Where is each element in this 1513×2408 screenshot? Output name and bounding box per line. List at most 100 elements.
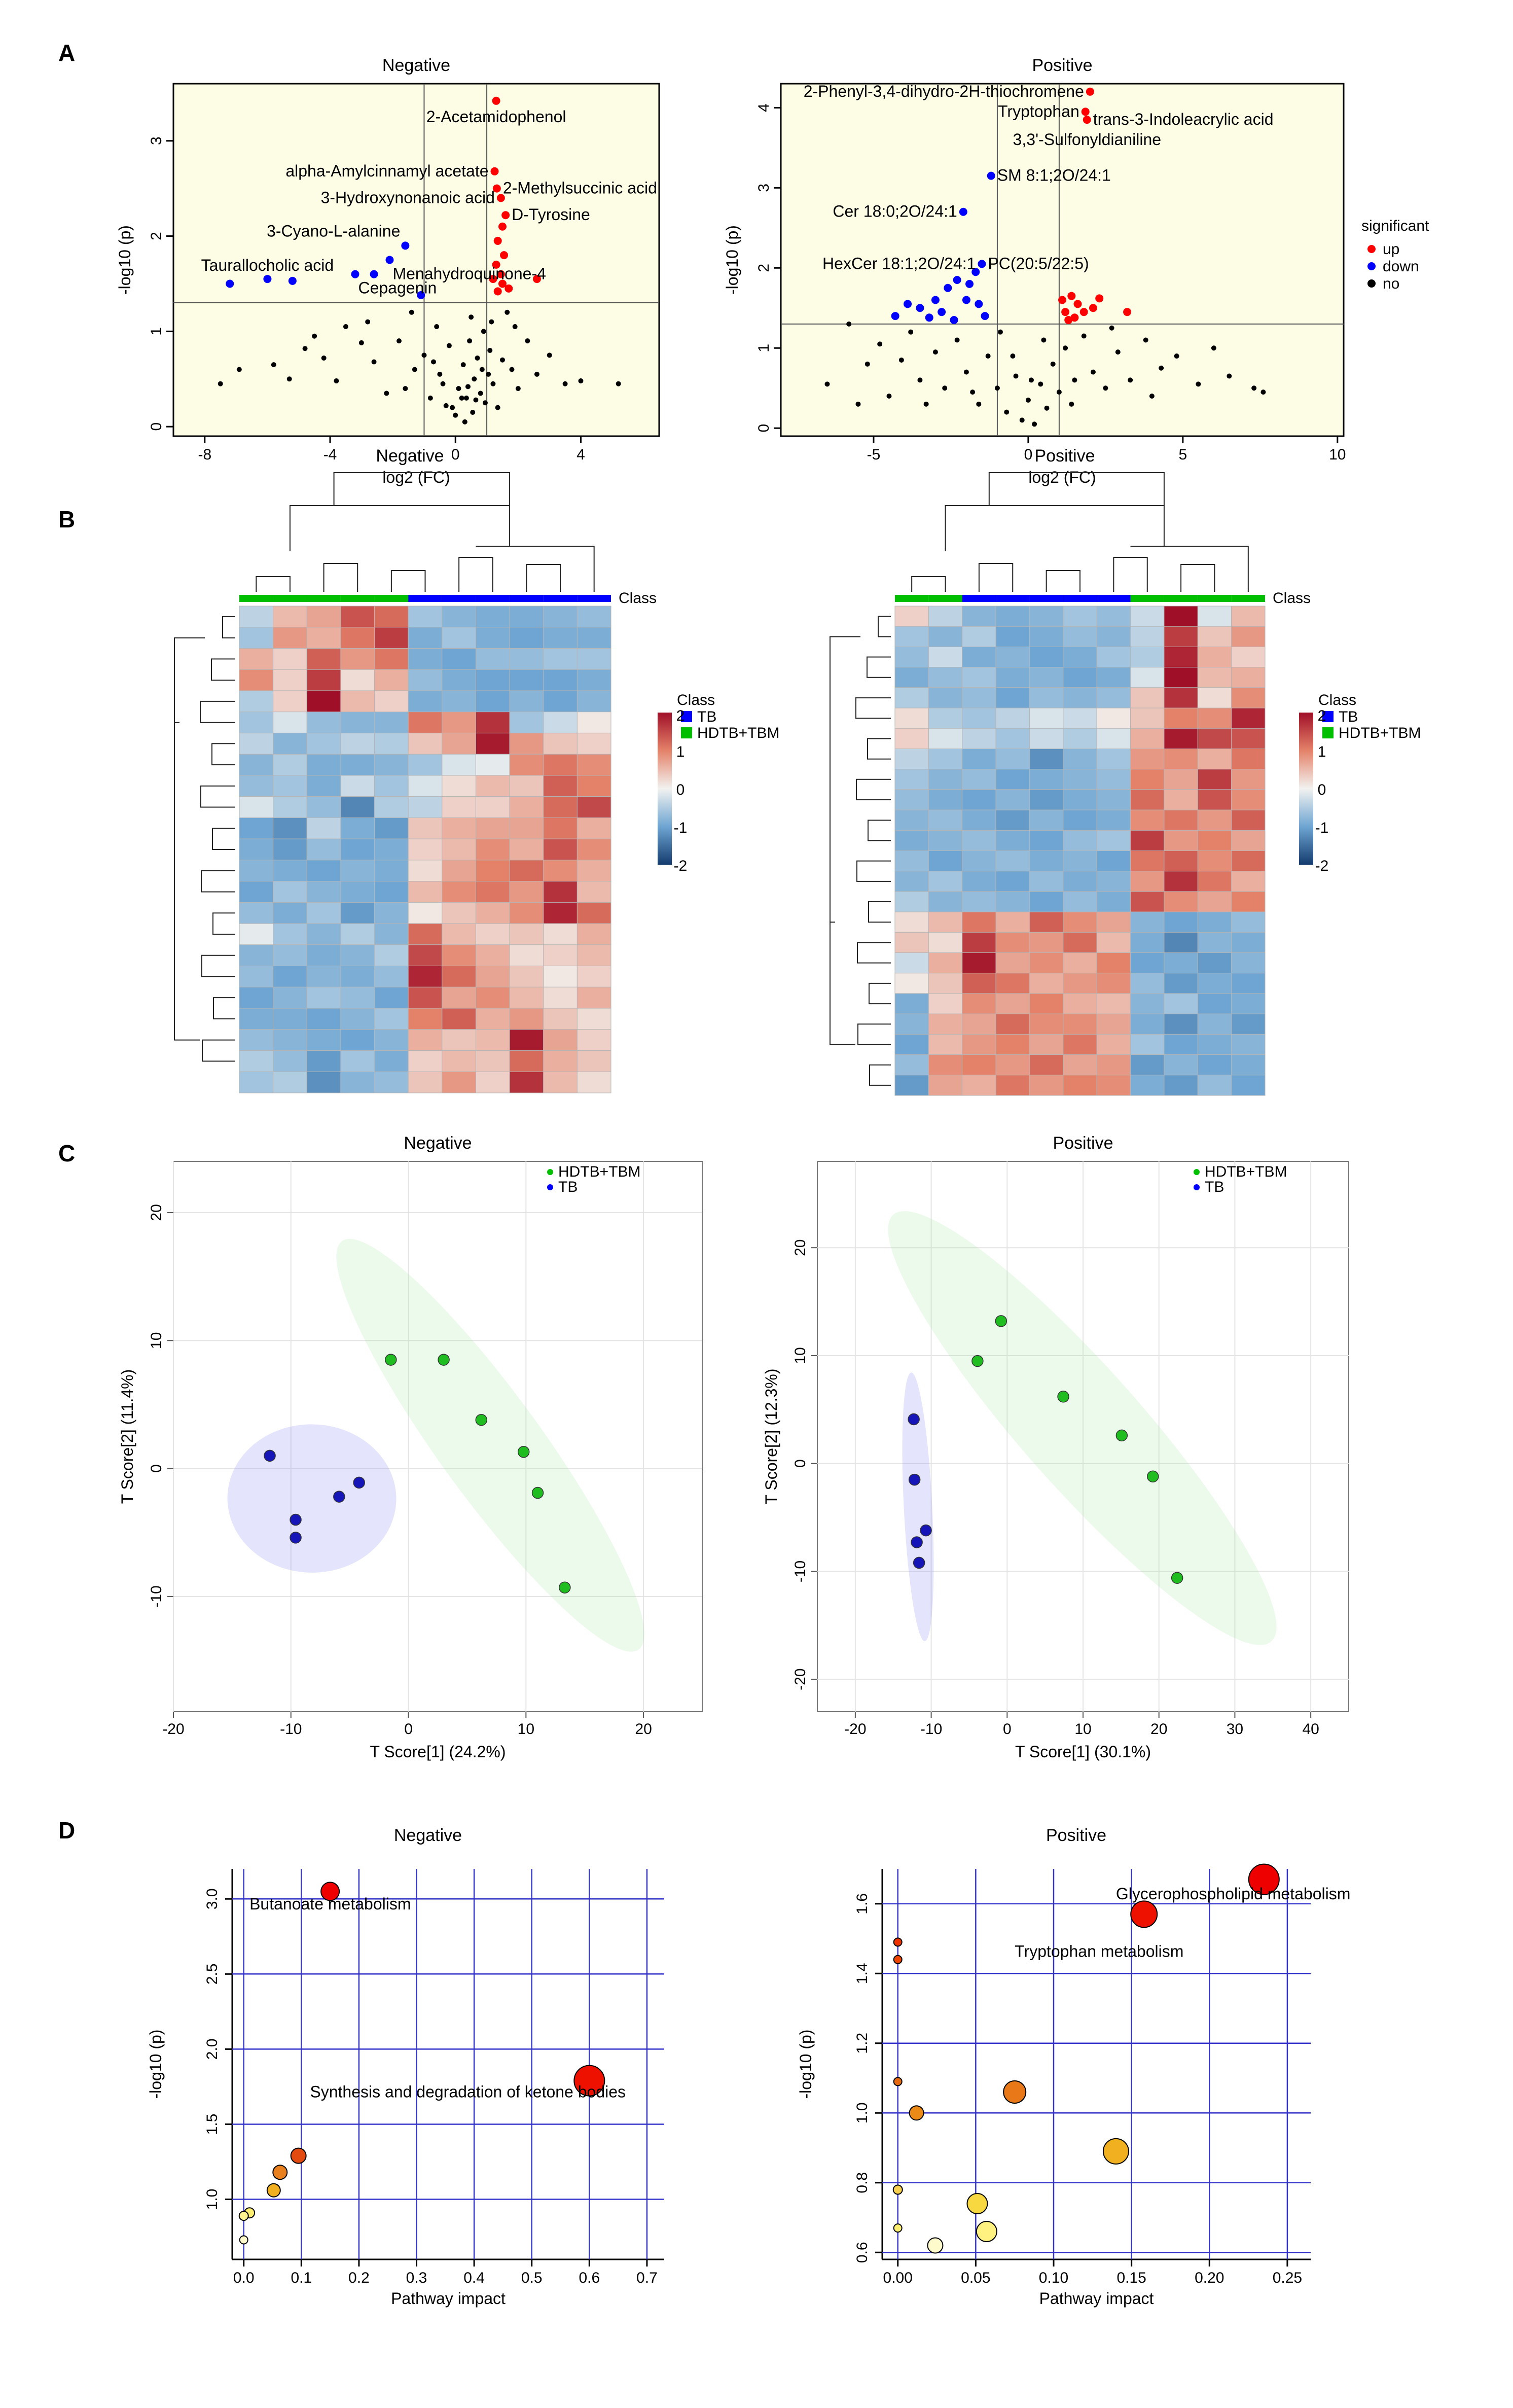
heatmap-cell: [306, 986, 341, 1009]
x-tick-label: -20: [844, 1721, 866, 1738]
point-down: [288, 276, 297, 285]
heatmap-cell: [509, 606, 544, 628]
heatmap-cell: [1029, 789, 1064, 810]
heatmap-cell: [1096, 789, 1131, 810]
heatmap-cell: [1130, 1013, 1165, 1035]
heatmap-cell: [995, 606, 1030, 627]
point-label: Cepagenin: [358, 279, 437, 297]
heatmap-cell: [1231, 606, 1266, 627]
heatmap-cell: [1029, 911, 1064, 933]
class-bar-cell: [1029, 595, 1063, 602]
heatmap-cell: [894, 707, 929, 729]
pathway-bubble: [893, 2223, 903, 2233]
heatmap-cell: [995, 769, 1030, 790]
heatmap-cell: [1029, 932, 1064, 953]
heatmap-cell: [442, 1008, 476, 1030]
score-point: [290, 1532, 302, 1544]
point-down: [944, 284, 952, 292]
heatmap-cell: [1063, 993, 1097, 1014]
heatmap-cell: [1029, 952, 1064, 974]
legend-entry: TB: [1205, 1179, 1224, 1195]
panel-letter: C: [58, 1140, 75, 1166]
point-no: [358, 340, 364, 345]
heatmap-cell: [306, 669, 341, 691]
point-down: [370, 270, 378, 278]
heatmap-cell: [340, 817, 375, 839]
point-no: [479, 367, 485, 372]
y-tick-label: -10: [792, 1561, 809, 1582]
heatmap-cell: [1231, 891, 1266, 912]
heatmap-cell: [894, 891, 929, 912]
heatmap-cell: [1130, 728, 1165, 749]
chart-title: Negative: [376, 446, 444, 466]
heatmap-cell: [962, 891, 996, 912]
heatmap-cell: [1130, 830, 1165, 851]
heatmap-cell: [239, 754, 274, 776]
point-no: [460, 362, 466, 368]
heatmap-cell: [509, 881, 544, 903]
heatmap-cell: [306, 966, 341, 987]
heatmap-cell: [340, 1071, 375, 1093]
point-label: SM 8:1;2O/24:1: [997, 166, 1111, 185]
legend-entry: up: [1383, 241, 1399, 258]
heatmap-cell: [306, 606, 341, 628]
point-label: trans-3-Indoleacrylic acid: [1093, 110, 1274, 128]
x-tick-label: 0.2: [348, 2270, 370, 2286]
pathway-bubble: [239, 2235, 248, 2245]
heatmap-cell: [995, 667, 1030, 688]
x-tick-label: -10: [920, 1721, 942, 1738]
x-axis-label: Pathway impact: [1039, 2289, 1154, 2308]
class-bar-cell: [1063, 595, 1097, 602]
heatmap-cell: [306, 902, 341, 924]
heatmap-cell: [1029, 769, 1064, 790]
y-tick-label: 20: [792, 1240, 809, 1256]
pathway-bubble: [290, 2147, 307, 2164]
heatmap-cell: [1029, 707, 1064, 729]
heatmap-cell: [543, 966, 578, 987]
heatmap-cell: [340, 606, 375, 628]
heatmap-cell: [894, 973, 929, 994]
heatmap-cell: [995, 911, 1030, 933]
y-tick-label: 1.6: [854, 1893, 871, 1915]
heatmap-cell: [408, 754, 443, 776]
point-no: [1072, 377, 1077, 383]
heatmap-cell: [1130, 667, 1165, 688]
heatmap-cell: [509, 838, 544, 861]
heatmap-cell: [577, 1050, 611, 1072]
point-no: [1041, 337, 1047, 343]
point-no: [470, 410, 476, 415]
pathway-bubble: [1130, 1900, 1158, 1928]
heatmap-cell: [475, 838, 510, 861]
heatmap-cell: [577, 902, 611, 924]
heatmap-cell: [1197, 891, 1232, 912]
class-bar-cell: [1164, 595, 1198, 602]
heatmap-cell: [374, 732, 409, 755]
heatmap-cell: [408, 796, 443, 818]
point-no: [1019, 417, 1025, 423]
point-up: [489, 275, 497, 284]
heatmap-cell: [894, 748, 929, 770]
point-down: [971, 268, 980, 276]
score-point: [913, 1556, 925, 1569]
heatmap-cell: [1231, 626, 1266, 647]
heatmap-cell: [1231, 932, 1266, 953]
heatmap-cell: [1231, 1013, 1266, 1035]
point-no: [1013, 373, 1019, 379]
heatmap-cell: [1096, 1075, 1131, 1096]
heatmap-cell: [306, 860, 341, 882]
heatmap-cell: [1164, 769, 1198, 790]
heatmap-cell: [1063, 891, 1097, 912]
heatmap-cell: [306, 1008, 341, 1030]
legend-marker: [681, 727, 692, 738]
heatmap-cell: [894, 687, 929, 709]
dendrogram-branch: [174, 616, 235, 1062]
heatmap-cell: [894, 646, 929, 668]
heatmap-cell: [273, 860, 307, 882]
heatmap-cell: [374, 902, 409, 924]
heatmap-cell: [1029, 667, 1064, 688]
heatmap-cell: [1197, 626, 1232, 647]
heatmap-cell: [273, 986, 307, 1009]
scale-tick-label: 2: [676, 707, 685, 724]
point-label: PC(20:5/22:5): [988, 254, 1089, 272]
point-up: [493, 287, 502, 296]
